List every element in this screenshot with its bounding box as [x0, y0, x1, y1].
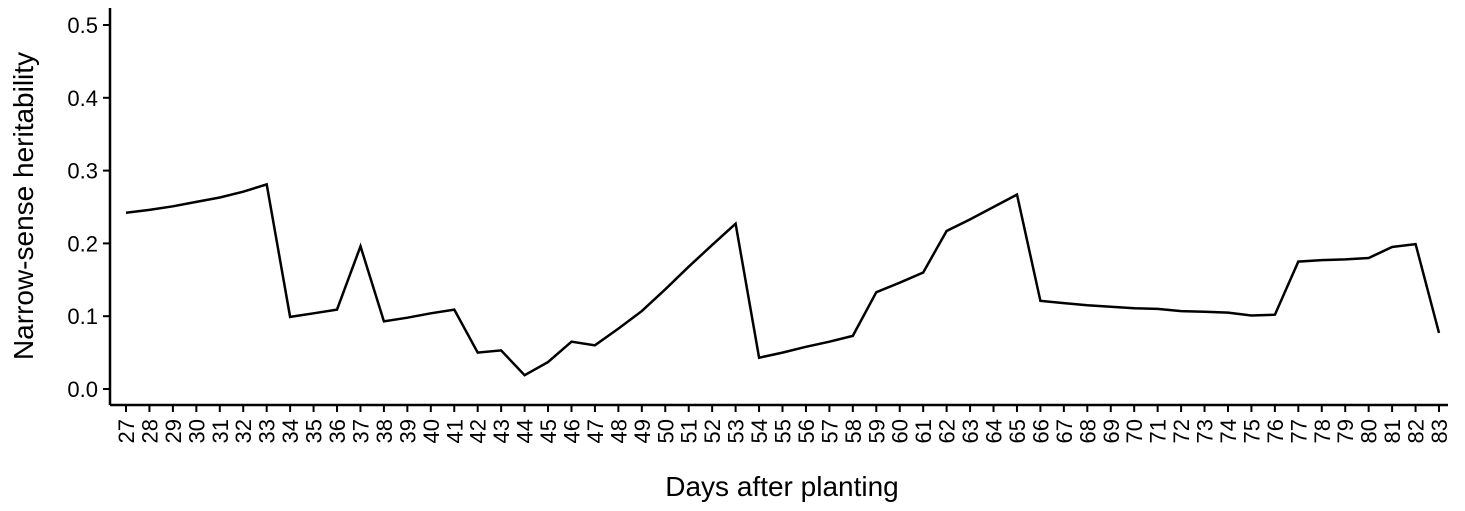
x-tick-label: 44 [513, 419, 538, 443]
x-ticks: 2728293031323334353637383940414243444546… [114, 405, 1452, 443]
x-tick-label: 71 [1146, 419, 1171, 443]
x-tick-label: 33 [255, 419, 280, 443]
x-tick-label: 72 [1169, 419, 1194, 443]
x-tick-label: 65 [1005, 419, 1030, 443]
x-tick-label: 56 [794, 419, 819, 443]
x-tick-label: 41 [442, 419, 467, 443]
x-tick-label: 68 [1075, 419, 1100, 443]
x-tick-label: 51 [677, 419, 702, 443]
x-tick-label: 59 [864, 419, 889, 443]
x-tick-label: 29 [161, 419, 186, 443]
x-tick-label: 30 [184, 419, 209, 443]
x-tick-label: 57 [817, 419, 842, 443]
x-tick-label: 28 [137, 419, 162, 443]
x-tick-label: 49 [630, 419, 655, 443]
x-tick-label: 83 [1427, 419, 1452, 443]
x-tick-label: 36 [325, 419, 350, 443]
x-tick-label: 78 [1310, 419, 1335, 443]
y-tick-label: 0.4 [67, 86, 98, 111]
x-tick-label: 70 [1122, 419, 1147, 443]
x-tick-label: 55 [771, 419, 796, 443]
y-tick-label: 0.0 [67, 377, 98, 402]
x-tick-label: 74 [1216, 419, 1241, 443]
y-tick-label: 0.3 [67, 159, 98, 184]
x-tick-label: 35 [302, 419, 327, 443]
x-tick-label: 38 [372, 419, 397, 443]
x-tick-label: 31 [208, 419, 233, 443]
x-tick-label: 34 [278, 419, 303, 443]
y-axis-title: Narrow-sense heritability [8, 52, 39, 360]
x-tick-label: 67 [1052, 419, 1077, 443]
x-tick-label: 58 [841, 419, 866, 443]
x-tick-label: 42 [466, 419, 491, 443]
x-tick-label: 50 [653, 419, 678, 443]
x-tick-label: 69 [1099, 419, 1124, 443]
x-tick-label: 39 [395, 419, 420, 443]
y-ticks: 0.0 0.1 0.2 0.3 0.4 0.5 [67, 13, 110, 402]
x-tick-label: 66 [1028, 419, 1053, 443]
x-tick-label: 46 [559, 419, 584, 443]
x-tick-label: 77 [1286, 419, 1311, 443]
x-tick-label: 64 [982, 419, 1007, 443]
x-tick-label: 61 [911, 419, 936, 443]
x-tick-label: 62 [935, 419, 960, 443]
y-tick-label: 0.5 [67, 13, 98, 38]
x-tick-label: 75 [1239, 419, 1264, 443]
x-tick-label: 76 [1263, 419, 1288, 443]
x-tick-label: 45 [536, 419, 561, 443]
x-tick-label: 60 [888, 419, 913, 443]
x-tick-label: 53 [724, 419, 749, 443]
x-tick-label: 81 [1380, 419, 1405, 443]
x-tick-label: 43 [489, 419, 514, 443]
x-axis-title: Days after planting [665, 471, 898, 502]
x-tick-label: 27 [114, 419, 139, 443]
x-tick-label: 48 [606, 419, 631, 443]
y-tick-label: 0.2 [67, 231, 98, 256]
x-tick-label: 47 [583, 419, 608, 443]
x-tick-label: 54 [747, 419, 772, 443]
y-tick-label: 0.1 [67, 304, 98, 329]
x-tick-label: 80 [1357, 419, 1382, 443]
heritability-series-line [125, 182, 1441, 377]
x-tick-label: 79 [1333, 419, 1358, 443]
x-tick-label: 40 [419, 419, 444, 443]
x-tick-label: 73 [1193, 419, 1218, 443]
x-tick-label: 82 [1404, 419, 1429, 443]
x-tick-label: 52 [700, 419, 725, 443]
x-tick-label: 37 [348, 419, 373, 443]
x-tick-label: 63 [958, 419, 983, 443]
series-group [125, 182, 1441, 377]
x-tick-label: 32 [231, 419, 256, 443]
